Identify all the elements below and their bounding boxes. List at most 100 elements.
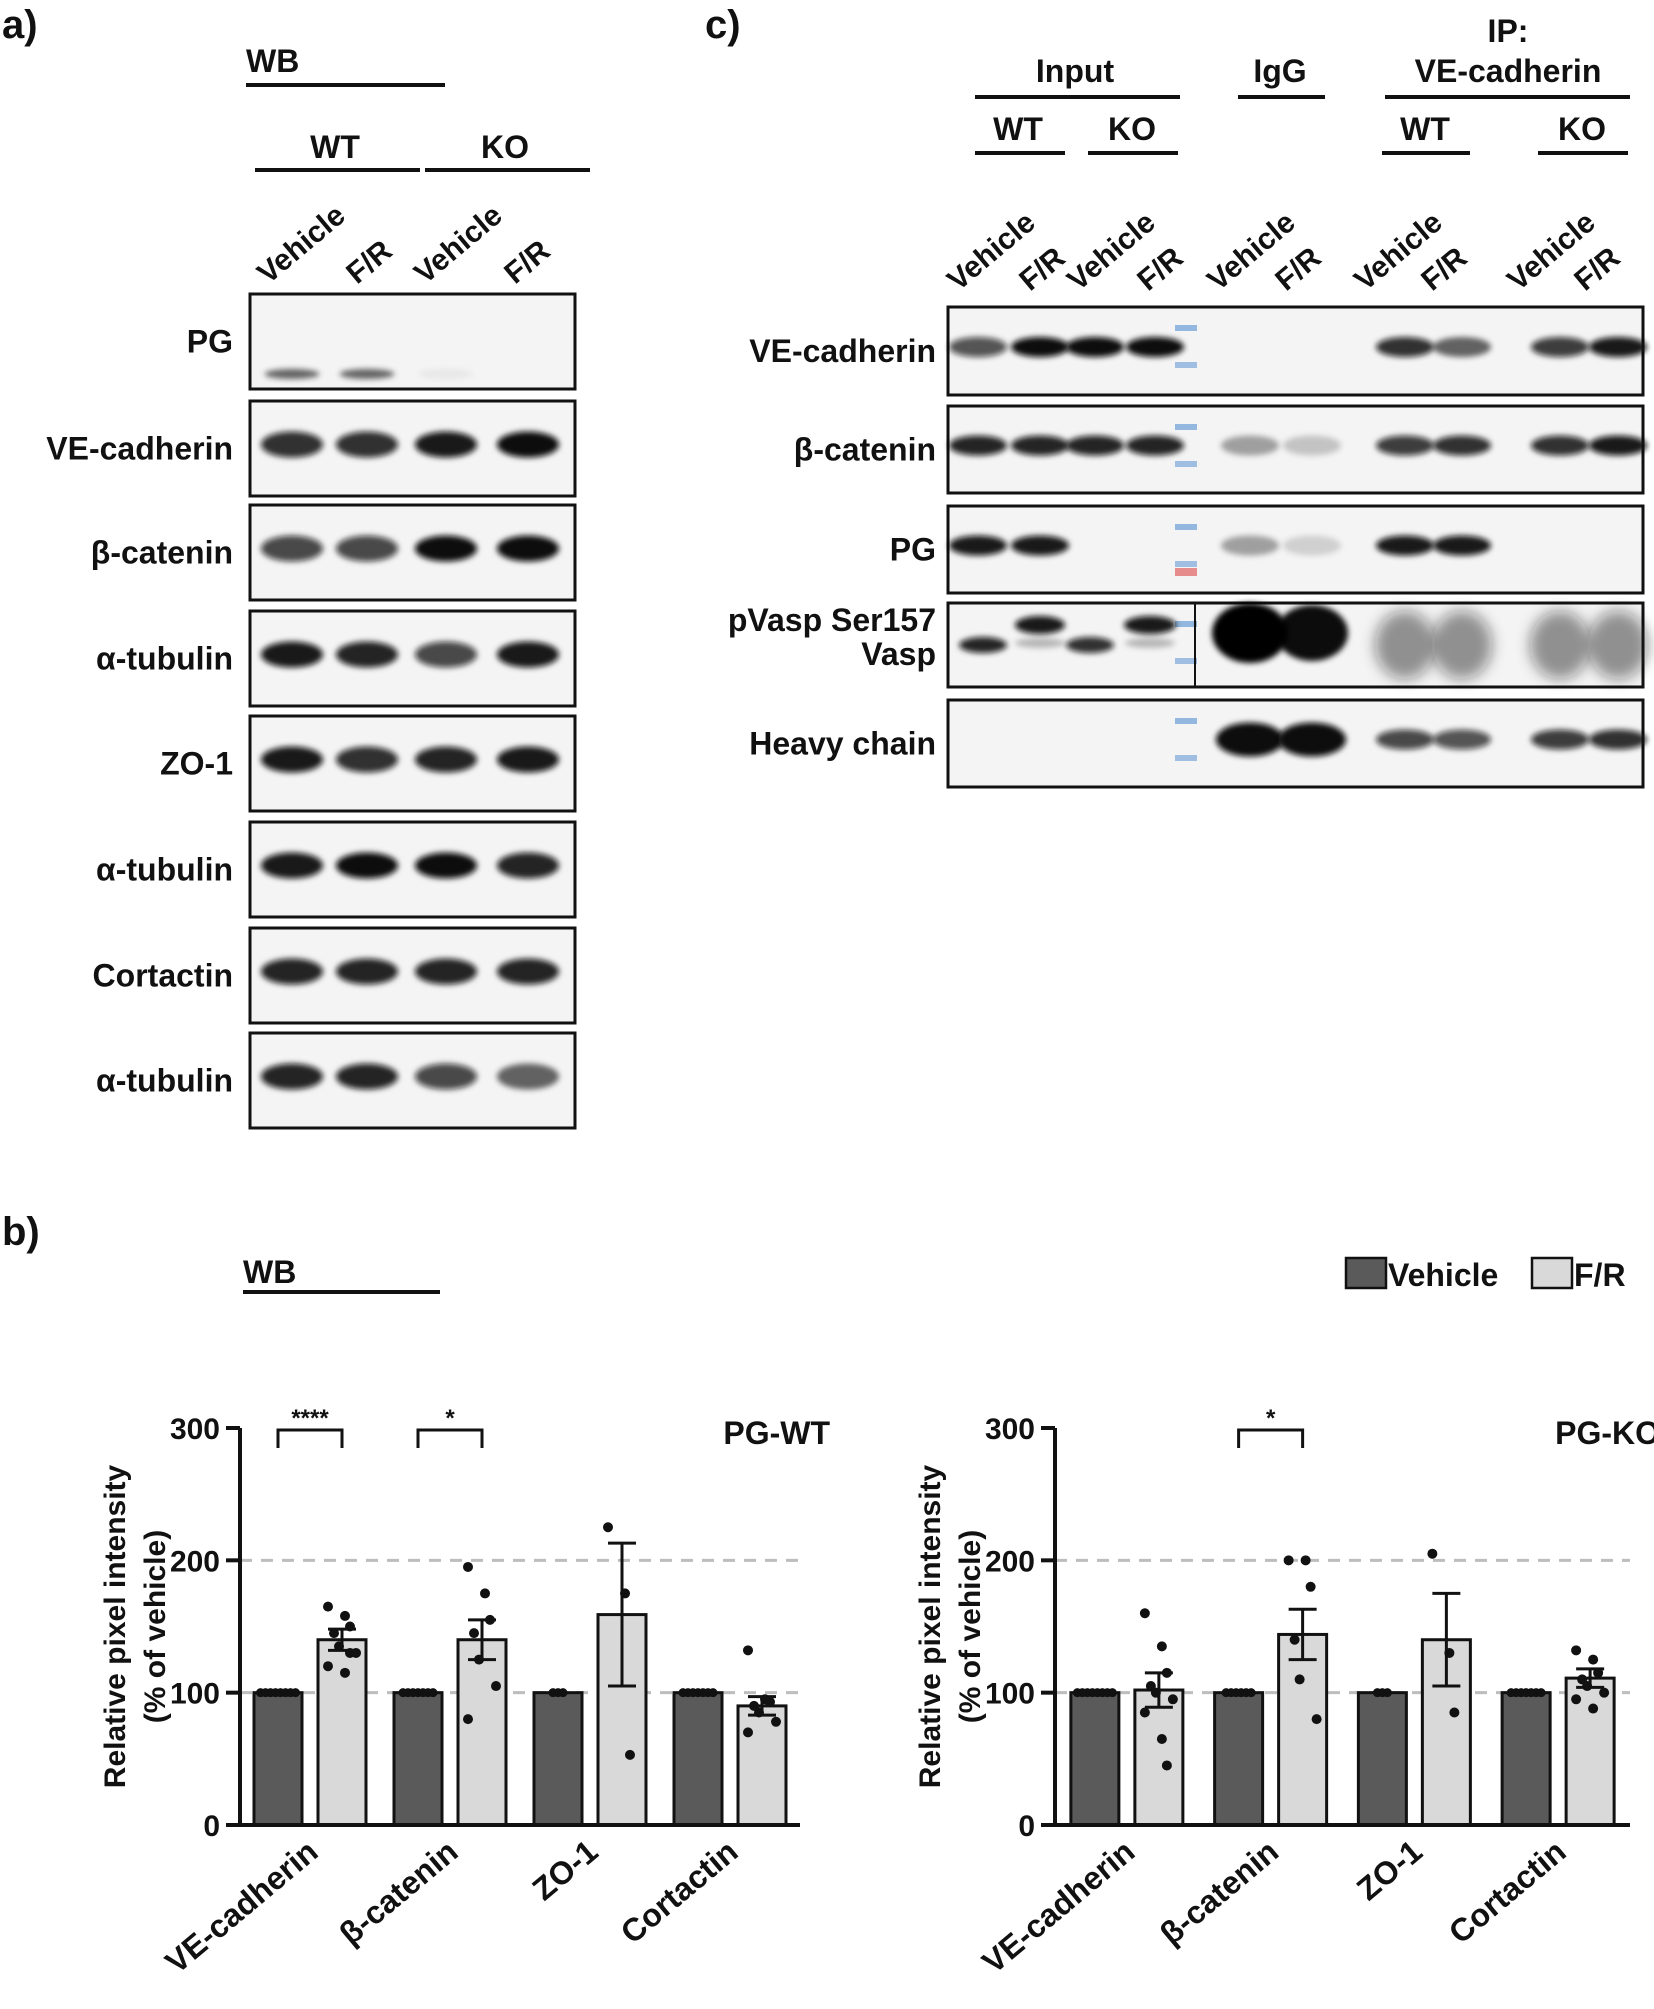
- point-fr: [334, 1641, 344, 1652]
- point-fr: [340, 1610, 350, 1621]
- panel-c-group-input: Input: [1036, 53, 1115, 89]
- blot-band: [261, 641, 323, 668]
- panel-c-lane-label: F/R: [1013, 241, 1071, 298]
- blot-band: [497, 535, 559, 562]
- ip-blot-band: [1531, 435, 1589, 456]
- blot-row: α-tubulin: [96, 609, 577, 708]
- ip-blot-band: [1015, 638, 1065, 648]
- y-tick-label: 200: [985, 1545, 1035, 1578]
- point-fr: [625, 1749, 635, 1760]
- ip-blot-band: [1433, 729, 1491, 750]
- blot-band: [336, 431, 398, 458]
- blot-band: [261, 535, 323, 562]
- ip-blot-label: Heavy chain: [749, 726, 936, 762]
- panel-a-group-wt: WT: [310, 129, 360, 165]
- ip-blot-label: β-catenin: [794, 432, 936, 468]
- blot-band: [415, 958, 477, 985]
- ip-blot-label: PG: [890, 532, 936, 568]
- point-fr: [1150, 1687, 1161, 1698]
- point-fr: [1599, 1687, 1610, 1698]
- panel-a-label: a): [2, 3, 38, 47]
- blot-band: [339, 369, 395, 379]
- point-vehicle: [1536, 1688, 1546, 1698]
- panel-c-sub-wt-ip: WT: [1400, 111, 1450, 147]
- y-tick-label: 300: [170, 1413, 220, 1446]
- blot-band: [261, 746, 323, 773]
- ip-blot-band: [1212, 603, 1288, 663]
- panel-c-group-igg: IgG: [1253, 53, 1306, 89]
- ip-blot-band: [1011, 535, 1069, 556]
- blot-band: [336, 852, 398, 879]
- blot-row: ZO-1: [160, 714, 577, 813]
- blot-band: [497, 431, 559, 458]
- chart-title: PG-WT: [723, 1415, 830, 1451]
- significance-bracket: [1237, 1428, 1305, 1448]
- panel-a-group-ko: KO: [481, 129, 529, 165]
- legend-label-fr: F/R: [1574, 1257, 1626, 1293]
- ip-blot-band: [1011, 337, 1069, 357]
- ip-blot-band: [1376, 729, 1434, 750]
- ip-blot-band: [1589, 435, 1647, 456]
- point-vehicle: [558, 1688, 568, 1698]
- ip-blot-band: [1588, 611, 1648, 679]
- bar-vehicle: [1356, 1691, 1408, 1827]
- significance-label: *: [445, 1405, 455, 1432]
- panel-c: c) Input IgG IP: VE-cadherin WT KO WT KO…: [705, 3, 1648, 789]
- significance-bracket: [416, 1428, 484, 1448]
- panel-a-lane-label: F/R: [340, 234, 398, 291]
- point-fr: [743, 1645, 753, 1656]
- y-tick-label: 100: [170, 1678, 220, 1711]
- ip-blot-label: Vasp: [861, 636, 936, 672]
- x-tick-label: Cortactin: [614, 1833, 745, 1951]
- bar-vehicle: [1069, 1691, 1121, 1827]
- point-vehicle: [1107, 1688, 1117, 1698]
- blot-band: [497, 958, 559, 985]
- ladder-mark: [1175, 561, 1197, 567]
- point-fr: [329, 1628, 339, 1639]
- ip-blot-band: [1125, 638, 1175, 648]
- y-axis-label: (% of vehicle): [139, 1530, 172, 1723]
- ip-blot-band: [949, 535, 1007, 556]
- panel-a-lane-label: Vehicle: [251, 199, 351, 291]
- ip-blot-band: [1531, 337, 1589, 357]
- ladder-mark: [1175, 325, 1197, 331]
- y-axis-label: Relative pixel intensity: [914, 1464, 947, 1788]
- ip-blot-band: [1432, 611, 1492, 679]
- bar-fr: [1277, 1632, 1329, 1827]
- panel-a-lane-label: F/R: [498, 234, 556, 291]
- point-fr: [1289, 1634, 1300, 1645]
- panel-b: b) WB Vehicle F/R 0 100 200 300 Relative pix…: [2, 1210, 1654, 1980]
- ladder-mark: [1175, 424, 1197, 430]
- ip-blot-band: [1278, 722, 1346, 757]
- blot-band: [336, 746, 398, 773]
- blot-band: [261, 852, 323, 879]
- point-vehicle: [428, 1688, 438, 1698]
- ip-blot-band: [1216, 722, 1284, 757]
- point-fr: [743, 1727, 753, 1738]
- blot-band: [415, 641, 477, 668]
- x-tick-label: ZO-1: [526, 1833, 605, 1907]
- bar-vehicle: [672, 1691, 724, 1827]
- point-fr: [1311, 1714, 1322, 1725]
- blot-band: [261, 431, 323, 458]
- ip-blot-band: [1066, 637, 1114, 653]
- point-fr: [1427, 1548, 1438, 1559]
- ladder-mark: [1175, 718, 1197, 724]
- x-tick-label: VE-cadherin: [158, 1833, 324, 1981]
- blot-band: [261, 1063, 323, 1090]
- ladder-mark: [1175, 461, 1197, 467]
- significance-label: *: [1266, 1405, 1276, 1432]
- point-fr: [1283, 1555, 1294, 1566]
- point-vehicle: [1246, 1688, 1256, 1698]
- point-fr: [323, 1601, 333, 1612]
- point-vehicle: [291, 1688, 300, 1698]
- ip-blot-label: pVasp Ser157: [728, 602, 936, 638]
- point-fr: [485, 1614, 495, 1625]
- ladder-mark: [1175, 755, 1197, 761]
- ip-blot-band: [1531, 729, 1589, 750]
- point-fr: [323, 1661, 333, 1672]
- ip-blot-band: [1433, 337, 1491, 357]
- panel-b-header: WB: [243, 1254, 296, 1290]
